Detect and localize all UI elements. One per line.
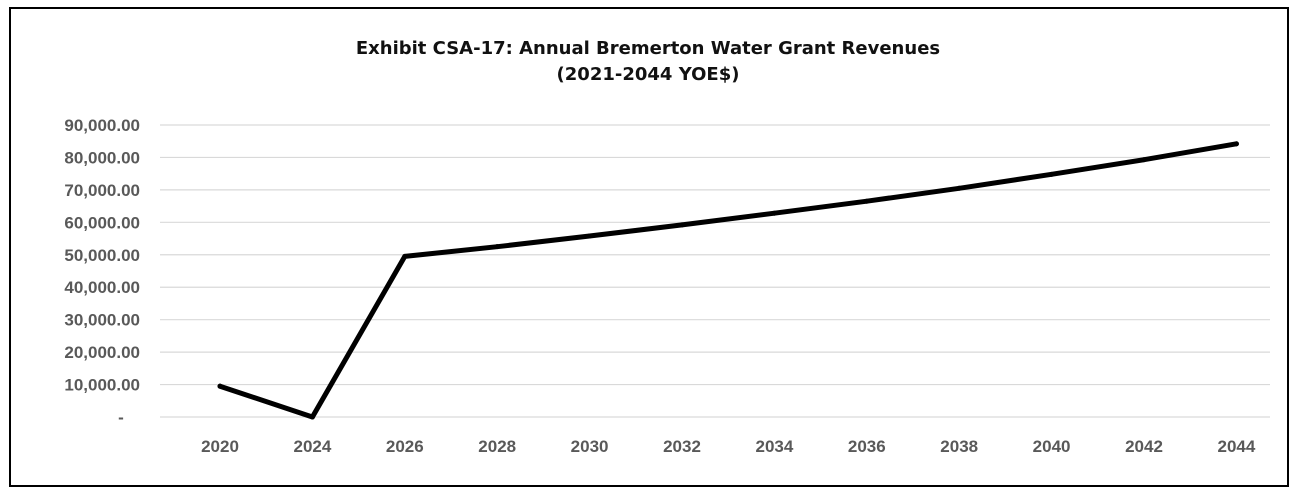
y-tick-label: 90,000.00 [64,116,140,135]
data-point [402,253,408,259]
y-tick-label: 20,000.00 [64,343,140,362]
data-point [217,383,223,389]
x-tick-label: 2020 [201,437,239,456]
y-tick-label: 40,000.00 [64,278,140,297]
data-point [309,414,315,420]
data-point [1141,157,1147,163]
data-point [587,233,593,239]
data-point [864,198,870,204]
x-tick-label: 2044 [1217,437,1255,456]
y-tick-label: 50,000.00 [64,246,140,265]
data-point [1049,171,1055,177]
x-tick-label: 2026 [386,437,424,456]
data-point [679,222,685,228]
data-point [494,244,500,250]
x-tick-label: 2028 [478,437,516,456]
data-point [771,210,777,216]
x-tick-label: 2034 [755,437,793,456]
chart-frame [9,7,1289,487]
chart-title: Exhibit CSA-17: Annual Bremerton Water G… [355,38,941,59]
data-point [956,185,962,191]
x-tick-label: 2030 [571,437,609,456]
chart-subtitle: (2021-2044 YOE$) [556,64,740,85]
series-line [217,141,1239,420]
y-tick-label: 70,000.00 [64,181,140,200]
chart-title-block: Exhibit CSA-17: Annual Bremerton Water G… [0,36,1296,88]
x-tick-label: 2036 [848,437,886,456]
data-point [1233,141,1239,147]
y-tick-label: 10,000.00 [64,376,140,395]
x-tick-label: 2024 [293,437,331,456]
x-tick-label: 2040 [1033,437,1071,456]
y-tick-label: 80,000.00 [64,148,140,167]
y-tick-label: 30,000.00 [64,311,140,330]
x-tick-label: 2032 [663,437,701,456]
y-tick-label: 60,000.00 [64,213,140,232]
y-tick-label: - [118,408,124,427]
x-tick-label: 2038 [940,437,978,456]
line-chart: - 10,000.00 20,000.00 30,000.00 40,000.00 50,… [64,116,1270,456]
x-tick-label: 2042 [1125,437,1163,456]
